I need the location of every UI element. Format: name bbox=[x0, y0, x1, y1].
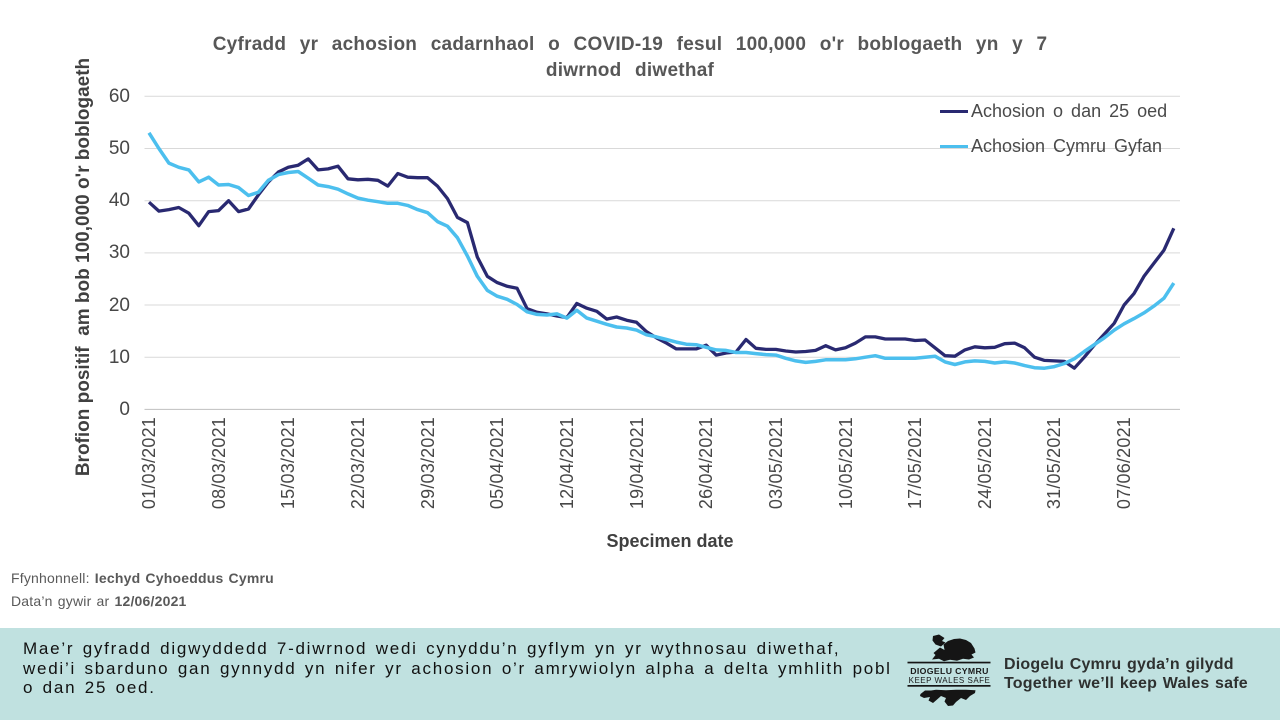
svg-text:DIOGELU CYMRU: DIOGELU CYMRU bbox=[910, 666, 988, 676]
svg-text:KEEP WALES SAFE: KEEP WALES SAFE bbox=[909, 676, 991, 685]
